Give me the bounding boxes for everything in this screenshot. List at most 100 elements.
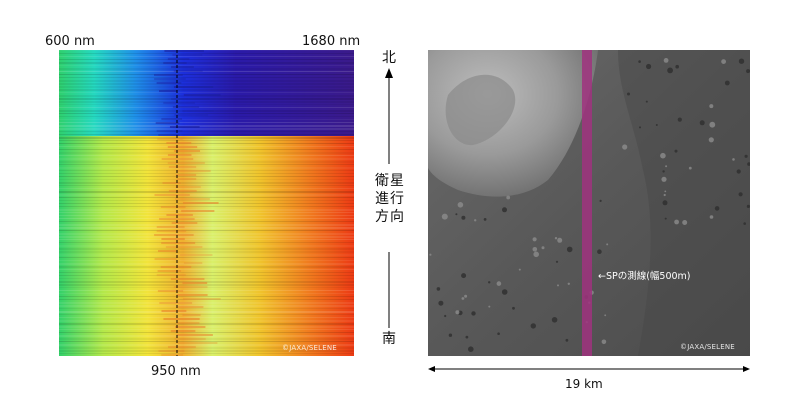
spectrum-stripe [59, 140, 354, 141]
spectrum-stripe [59, 158, 354, 160]
lunar-surface-image [428, 50, 750, 356]
small-crater [464, 294, 468, 298]
small-crater [682, 220, 688, 225]
wavelength-label-600: 600 nm [45, 34, 95, 49]
spectrum-noise [182, 314, 201, 316]
spectrum-stripe [59, 299, 354, 300]
small-crater [501, 289, 508, 295]
spectrum-noise [162, 182, 181, 184]
spectrum-stripe [59, 320, 354, 322]
spectrum-noise [156, 274, 186, 276]
lunar-credit: ©JAXA/SELENE [680, 343, 735, 351]
spectral-canvas [59, 50, 354, 356]
spectrum-noise [171, 66, 194, 68]
spectrum-stripe [59, 188, 354, 189]
spectrum-stripe [59, 194, 354, 196]
small-crater [488, 305, 491, 308]
spectrum-stripe [59, 326, 354, 328]
small-crater [665, 165, 668, 168]
spectrum-stripe [59, 329, 354, 330]
spectrum-noise [183, 94, 221, 96]
spectrum-stripe [59, 227, 354, 229]
small-crater [465, 335, 469, 339]
spectrum-credit: ©JAXA/SELENE [282, 344, 337, 352]
spectrum-noise [154, 258, 177, 260]
small-crater [506, 195, 511, 200]
small-crater [664, 190, 667, 193]
spectrum-noise [167, 154, 192, 156]
direction-label-line: 進行 [375, 191, 405, 207]
spectrum-noise [154, 74, 183, 76]
spectrum-noise [154, 234, 194, 236]
small-crater [664, 217, 667, 220]
small-crater [721, 59, 726, 64]
arrow-right-icon [743, 366, 750, 372]
small-crater [496, 281, 502, 286]
spectrum-stripe [59, 173, 354, 174]
spectrum-noise [158, 250, 177, 252]
spectrum-stripe [59, 242, 354, 243]
spectrum-stripe [59, 185, 354, 186]
spectrum-stripe [59, 71, 354, 72]
spectrum-stripe [59, 65, 354, 66]
spectrum-stripe [59, 167, 354, 169]
small-crater [597, 249, 602, 254]
small-crater [746, 204, 750, 208]
spectrum-stripe [59, 77, 354, 78]
spectrum-stripe [59, 350, 354, 352]
spectrum-noise [154, 194, 190, 196]
small-crater [557, 237, 563, 243]
spectrum-noise [168, 346, 196, 348]
spectrum-stripe [59, 275, 354, 276]
spectrum-stripe [59, 116, 354, 117]
spectrum-stripe [59, 110, 354, 112]
small-crater [566, 246, 573, 253]
spectrum-stripe [59, 206, 354, 207]
small-crater [606, 243, 609, 246]
spectrum-noise [177, 342, 218, 344]
spectrum-noise [177, 170, 211, 172]
spectrum-stripe [59, 284, 354, 286]
spectrum-noise [157, 270, 182, 272]
small-crater [448, 333, 453, 337]
spectrum-noise [173, 70, 203, 72]
spectrum-stripe [59, 269, 354, 270]
spectrum-stripe [59, 170, 354, 171]
spectrum-noise [168, 166, 197, 168]
spectrum-stripe [59, 68, 354, 70]
spectrum-stripe [59, 263, 354, 265]
spectrum-noise [163, 102, 195, 104]
spectrum-noise [182, 202, 219, 204]
spectrum-noise [182, 282, 208, 284]
spectrum-noise [161, 158, 194, 160]
spectrum-stripe [59, 62, 354, 64]
spectrum-stripe [59, 107, 354, 108]
small-crater [429, 253, 432, 256]
spectrum-noise [167, 146, 198, 148]
small-crater [662, 170, 665, 173]
spectrum-stripe [59, 305, 354, 307]
small-crater [709, 121, 716, 128]
spectrum-noise [181, 210, 215, 212]
small-crater [541, 246, 545, 250]
spectrum-stripe [59, 332, 354, 333]
small-crater [709, 104, 714, 109]
small-crater [599, 199, 602, 202]
small-crater [468, 346, 474, 353]
spectrum-stripe [59, 224, 354, 226]
spectrum-stripe [59, 338, 354, 340]
small-crater [724, 80, 730, 86]
spectrum-noise [170, 330, 196, 332]
spectrum-noise [160, 266, 192, 268]
small-crater [532, 247, 538, 252]
small-crater [461, 273, 467, 279]
small-crater [677, 117, 682, 122]
spectrum-stripe [59, 53, 354, 54]
spectrum-stripe [59, 308, 354, 309]
spectrum-stripe [59, 317, 354, 318]
direction-label-line: 方向 [375, 209, 405, 225]
spectrum-noise [176, 334, 213, 336]
spectrum-noise [164, 50, 204, 52]
spectrum-stripe [59, 254, 354, 256]
spectrum-noise [176, 178, 197, 180]
